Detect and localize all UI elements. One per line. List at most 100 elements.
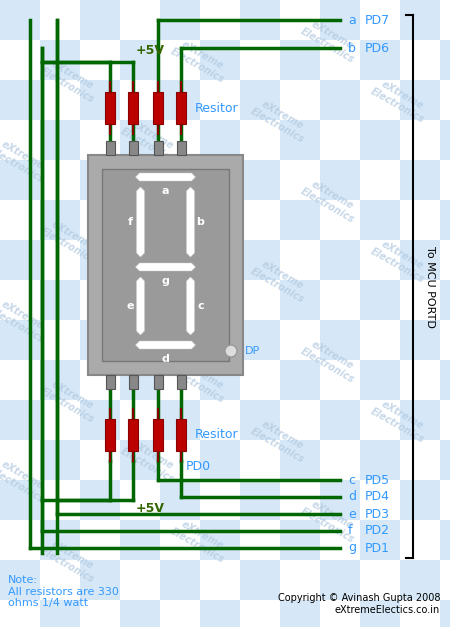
Bar [120, 440, 160, 480]
Text: eXtreme
Electronics: eXtreme Electronics [168, 36, 232, 85]
Bar [360, 80, 400, 120]
Bar [360, 480, 400, 520]
Bar [40, 600, 80, 627]
Bar [0, 560, 40, 600]
Bar [40, 480, 80, 520]
Bar [0, 440, 40, 480]
Bar [160, 600, 200, 627]
Bar [88, 155, 243, 375]
Bar [160, 240, 200, 280]
Bar [40, 560, 80, 600]
Text: Note:
All resistors are 330
ohms 1/4 watt: Note: All resistors are 330 ohms 1/4 wat… [8, 575, 119, 608]
Bar [240, 0, 280, 40]
Bar [440, 80, 450, 120]
Bar [0, 160, 40, 200]
Bar [0, 320, 40, 360]
Bar [0, 600, 40, 627]
Bar [80, 120, 120, 160]
Bar [40, 360, 80, 400]
Text: eXtreme
Electronics: eXtreme Electronics [168, 356, 232, 404]
Bar [105, 419, 115, 451]
Text: To MCU PORTD: To MCU PORTD [425, 246, 435, 327]
Bar [440, 200, 450, 240]
Bar [440, 520, 450, 560]
Bar [440, 600, 450, 627]
Bar [176, 375, 185, 389]
Bar [0, 400, 40, 440]
Bar [360, 120, 400, 160]
Bar [320, 160, 360, 200]
Bar [0, 520, 40, 560]
Text: eXtreme
Electronics: eXtreme Electronics [248, 95, 311, 144]
Text: eXtreme
Electronics: eXtreme Electronics [168, 515, 232, 564]
Bar [320, 200, 360, 240]
Text: Resitor: Resitor [195, 428, 238, 441]
Bar [0, 480, 40, 520]
Bar [176, 419, 186, 451]
Text: eXtreme
Electronics: eXtreme Electronics [38, 56, 102, 105]
Polygon shape [186, 277, 194, 335]
Text: PD3: PD3 [365, 507, 390, 520]
Bar [160, 200, 200, 240]
Bar [200, 520, 240, 560]
Bar [120, 200, 160, 240]
Bar [280, 200, 320, 240]
Text: eXtreme
Electronics: eXtreme Electronics [248, 256, 311, 305]
Bar [0, 80, 40, 120]
Bar [240, 400, 280, 440]
Bar [360, 280, 400, 320]
Bar [400, 40, 440, 80]
Bar [200, 280, 240, 320]
Polygon shape [135, 173, 195, 181]
Bar [200, 400, 240, 440]
Text: g: g [162, 276, 170, 286]
Bar [400, 320, 440, 360]
Bar [280, 600, 320, 627]
Bar [360, 40, 400, 80]
Bar [240, 440, 280, 480]
Text: PD6: PD6 [365, 41, 390, 55]
Bar [440, 480, 450, 520]
Text: d: d [162, 354, 170, 364]
Bar [400, 120, 440, 160]
Bar [400, 560, 440, 600]
Bar [400, 400, 440, 440]
Text: +5V: +5V [136, 43, 165, 56]
Bar [240, 80, 280, 120]
Bar [40, 280, 80, 320]
Text: eXtreme
Electronics: eXtreme Electronics [298, 335, 361, 384]
Bar [120, 520, 160, 560]
Bar [440, 320, 450, 360]
Text: PD0: PD0 [186, 460, 211, 473]
Bar [360, 160, 400, 200]
Circle shape [225, 345, 237, 357]
Bar [240, 480, 280, 520]
Bar [280, 280, 320, 320]
Bar [80, 280, 120, 320]
Bar [280, 240, 320, 280]
Bar [360, 0, 400, 40]
Bar [240, 240, 280, 280]
Bar [0, 40, 40, 80]
Bar [200, 480, 240, 520]
Bar [80, 480, 120, 520]
Bar [120, 600, 160, 627]
Bar [80, 520, 120, 560]
Bar [320, 480, 360, 520]
Text: b: b [348, 41, 356, 55]
Text: eXtreme
Electronics: eXtreme Electronics [168, 196, 232, 245]
Polygon shape [136, 187, 144, 257]
Bar [200, 600, 240, 627]
Bar [160, 280, 200, 320]
Text: eXtreme
Electronics: eXtreme Electronics [298, 495, 361, 544]
Text: eXtreme
Electronics: eXtreme Electronics [248, 416, 311, 465]
Bar [280, 440, 320, 480]
Bar [240, 360, 280, 400]
Bar [280, 160, 320, 200]
Bar [440, 280, 450, 320]
Bar [400, 360, 440, 400]
Bar [360, 240, 400, 280]
Bar [200, 0, 240, 40]
Text: a: a [348, 14, 356, 26]
Bar [40, 240, 80, 280]
